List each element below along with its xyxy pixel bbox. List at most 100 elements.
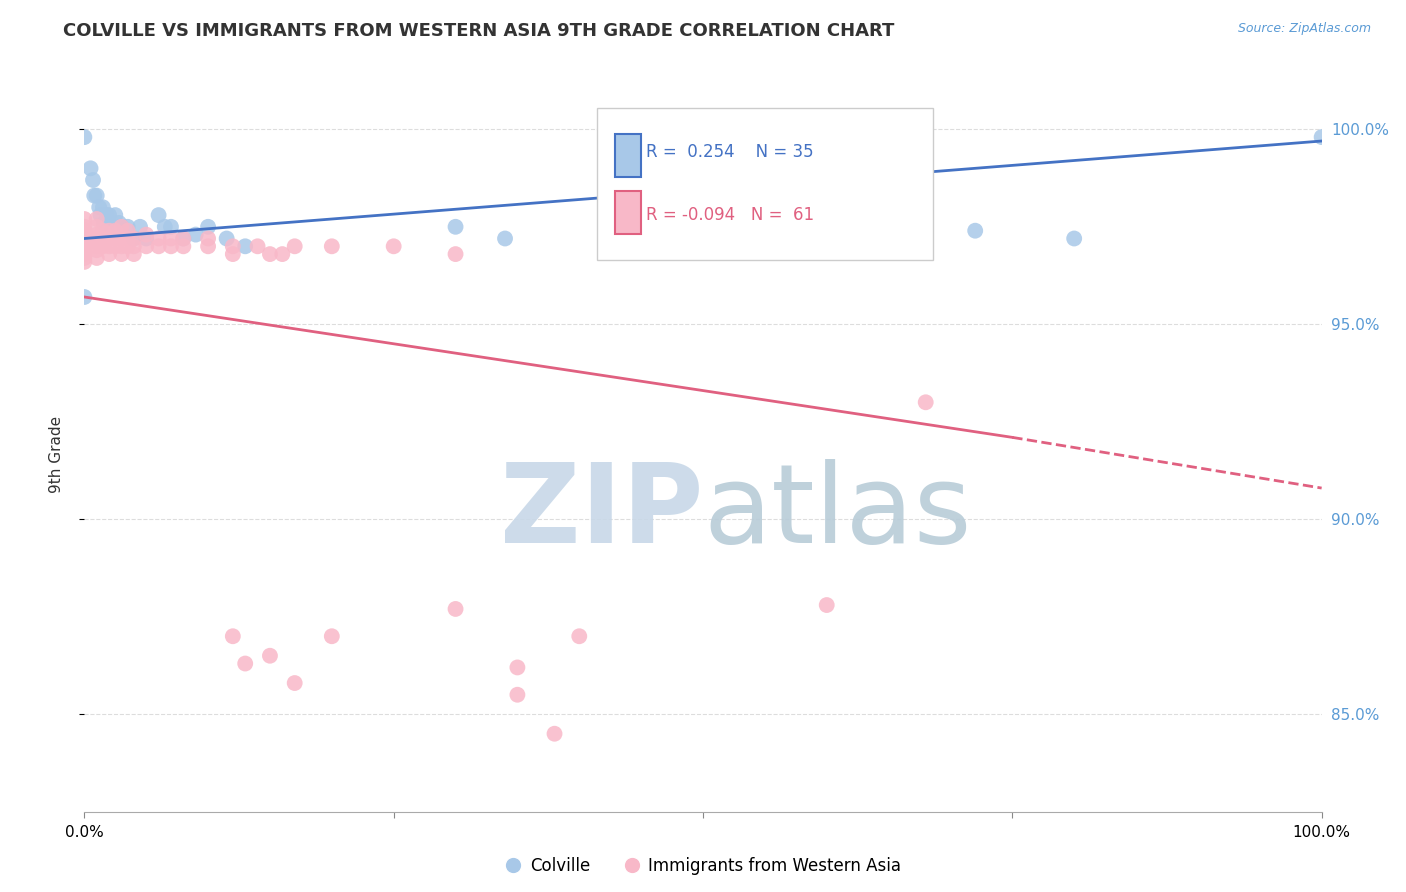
- Point: [382, 239, 405, 253]
- Point: [117, 219, 139, 234]
- Point: [117, 224, 139, 238]
- Point: [73, 247, 96, 261]
- Point: [494, 231, 516, 245]
- Point: [197, 219, 219, 234]
- Point: [98, 247, 121, 261]
- Point: [79, 161, 101, 176]
- Text: Source: ZipAtlas.com: Source: ZipAtlas.com: [1237, 22, 1371, 36]
- Point: [73, 251, 96, 265]
- Point: [233, 239, 256, 253]
- Point: [172, 231, 194, 245]
- Text: COLVILLE VS IMMIGRANTS FROM WESTERN ASIA 9TH GRADE CORRELATION CHART: COLVILLE VS IMMIGRANTS FROM WESTERN ASIA…: [63, 22, 894, 40]
- Point: [89, 208, 111, 222]
- Point: [73, 231, 96, 245]
- Text: ZIP: ZIP: [499, 458, 703, 566]
- Point: [148, 208, 170, 222]
- Point: [444, 219, 467, 234]
- Point: [93, 216, 115, 230]
- Point: [122, 239, 145, 253]
- Point: [965, 224, 987, 238]
- Point: [271, 247, 294, 261]
- Point: [86, 231, 108, 245]
- Point: [86, 235, 108, 250]
- Point: [86, 243, 108, 257]
- Point: [73, 243, 96, 257]
- Point: [914, 395, 936, 409]
- Point: [135, 227, 157, 242]
- Point: [197, 231, 219, 245]
- Point: [444, 247, 467, 261]
- Point: [110, 219, 132, 234]
- Point: [543, 727, 565, 741]
- Point: [172, 239, 194, 253]
- Point: [222, 247, 245, 261]
- Point: [110, 231, 132, 245]
- Text: 0.0%: 0.0%: [65, 824, 104, 839]
- Point: [135, 239, 157, 253]
- Point: [135, 231, 157, 245]
- Point: [100, 219, 122, 234]
- Point: [108, 216, 131, 230]
- Point: [98, 231, 121, 245]
- Legend: Colville, Immigrants from Western Asia: Colville, Immigrants from Western Asia: [498, 851, 908, 882]
- Point: [160, 239, 183, 253]
- Point: [506, 660, 529, 674]
- Point: [815, 598, 838, 612]
- Point: [506, 688, 529, 702]
- Point: [73, 224, 96, 238]
- Point: [73, 290, 96, 304]
- Y-axis label: 9th Grade: 9th Grade: [49, 417, 63, 493]
- Point: [73, 227, 96, 242]
- Point: [197, 239, 219, 253]
- Point: [259, 247, 281, 261]
- Point: [117, 239, 139, 253]
- Point: [110, 239, 132, 253]
- Point: [86, 239, 108, 253]
- Point: [148, 239, 170, 253]
- Point: [104, 231, 127, 245]
- Point: [321, 239, 343, 253]
- Point: [89, 200, 111, 214]
- Text: R = -0.094   N =  61: R = -0.094 N = 61: [647, 206, 814, 224]
- Point: [284, 676, 307, 690]
- Point: [86, 251, 108, 265]
- Point: [222, 239, 245, 253]
- Point: [98, 224, 121, 238]
- Point: [259, 648, 281, 663]
- Point: [91, 235, 114, 250]
- Point: [122, 231, 145, 245]
- Point: [91, 231, 114, 245]
- Point: [96, 208, 118, 222]
- Point: [73, 255, 96, 269]
- Point: [98, 239, 121, 253]
- Point: [86, 188, 108, 202]
- Point: [73, 219, 96, 234]
- Point: [86, 219, 108, 234]
- Point: [284, 239, 307, 253]
- Point: [233, 657, 256, 671]
- Text: atlas: atlas: [703, 458, 972, 566]
- Point: [104, 208, 127, 222]
- Point: [568, 629, 591, 643]
- Point: [160, 219, 183, 234]
- Point: [73, 212, 96, 227]
- Point: [91, 224, 114, 238]
- Point: [73, 130, 96, 145]
- Text: 100.0%: 100.0%: [1292, 824, 1351, 839]
- Point: [110, 219, 132, 234]
- Point: [73, 239, 96, 253]
- Point: [91, 239, 114, 253]
- Point: [321, 629, 343, 643]
- Point: [1063, 231, 1085, 245]
- Point: [148, 231, 170, 245]
- Point: [184, 227, 207, 242]
- Point: [160, 231, 183, 245]
- Point: [815, 216, 838, 230]
- Point: [83, 188, 105, 202]
- Point: [222, 629, 245, 643]
- Point: [117, 231, 139, 245]
- Point: [122, 247, 145, 261]
- Point: [104, 224, 127, 238]
- Point: [444, 602, 467, 616]
- Point: [852, 231, 875, 245]
